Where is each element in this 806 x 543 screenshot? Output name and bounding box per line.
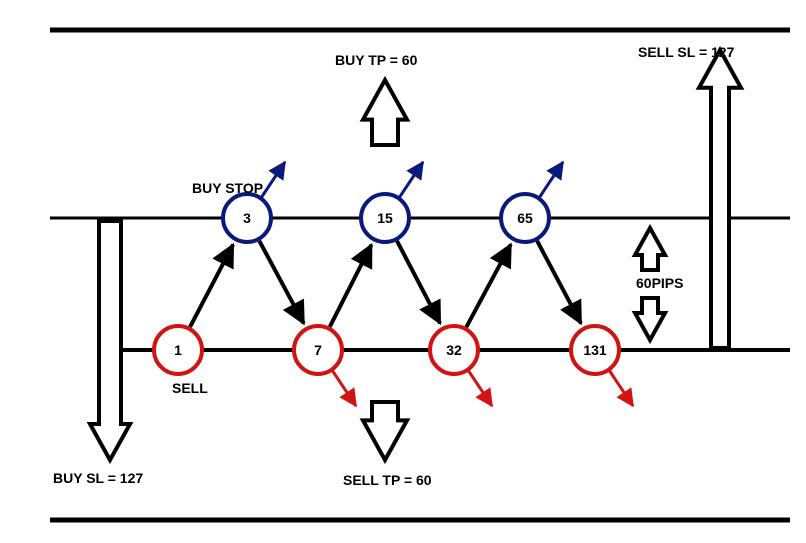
sell-node-label: 1 — [174, 342, 182, 358]
buy-stop-label: BUY STOP — [192, 180, 263, 196]
sell-tp-label: SELL TP = 60 — [343, 472, 432, 488]
sell-node-label: 32 — [446, 342, 462, 358]
buy-node-label: 3 — [243, 210, 251, 226]
buy-tp-label: BUY TP = 60 — [335, 52, 417, 68]
sell-sl-label: SELL SL = 127 — [638, 44, 734, 60]
buy-node-label: 65 — [517, 210, 533, 226]
sell-node-label: 131 — [583, 342, 607, 358]
sell-label: SELL — [172, 380, 208, 396]
sell-node-label: 7 — [314, 342, 322, 358]
buy-sl-label: BUY SL = 127 — [53, 470, 143, 486]
pips-label: 60PIPS — [636, 275, 683, 291]
buy-node-label: 15 — [377, 210, 393, 226]
diagram-svg: 3 15 65 1 7 32 131 — [0, 0, 806, 543]
